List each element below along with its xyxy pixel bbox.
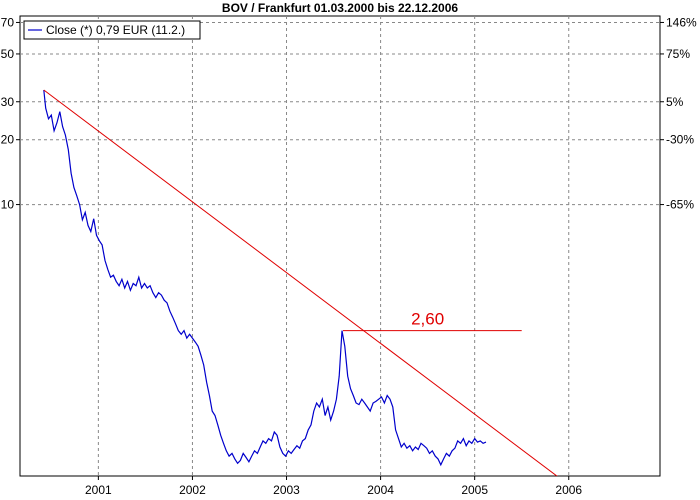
- y-right-tick-label: -30%: [666, 133, 694, 147]
- y-tick-label: 70: [1, 15, 15, 29]
- y-right-tick-label: -65%: [666, 198, 694, 212]
- y-tick-label: 10: [1, 198, 15, 212]
- level-annotation: 2,60: [411, 310, 444, 329]
- y-right-tick-label: 146%: [666, 15, 697, 29]
- grid-lines: [20, 16, 660, 476]
- y-tick-label: 50: [1, 47, 15, 61]
- plot-frame: [19, 15, 661, 477]
- price-line: [43, 89, 487, 467]
- x-tick-label: 2001: [85, 483, 112, 497]
- y-tick-label: 30: [1, 95, 15, 109]
- y-right-tick-label: 75%: [666, 47, 690, 61]
- x-tick-label: 2006: [555, 483, 582, 497]
- y-tick-label: 20: [1, 133, 15, 147]
- data-series: [43, 89, 558, 476]
- legend: Close (*) 0,79 EUR (11.2.): [23, 20, 201, 40]
- legend-box: [23, 20, 201, 40]
- x-tick-label: 2003: [273, 483, 300, 497]
- x-tick-label: 2002: [179, 483, 206, 497]
- chart-title: BOV / Frankfurt 01.03.2000 bis 22.12.200…: [222, 1, 458, 15]
- legend-label: Close (*) 0,79 EUR (11.2.): [46, 23, 185, 37]
- chart-annotations: 2,60: [411, 310, 444, 329]
- y-right-tick-label: 5%: [666, 95, 684, 109]
- trend-line: [43, 89, 558, 476]
- x-tick-label: 2004: [367, 483, 394, 497]
- axes: 70 146% 50 75% 30 5% 20 -30% 10 -65% 2001 2002 2003 2…: [1, 15, 697, 497]
- x-tick-label: 2005: [461, 483, 488, 497]
